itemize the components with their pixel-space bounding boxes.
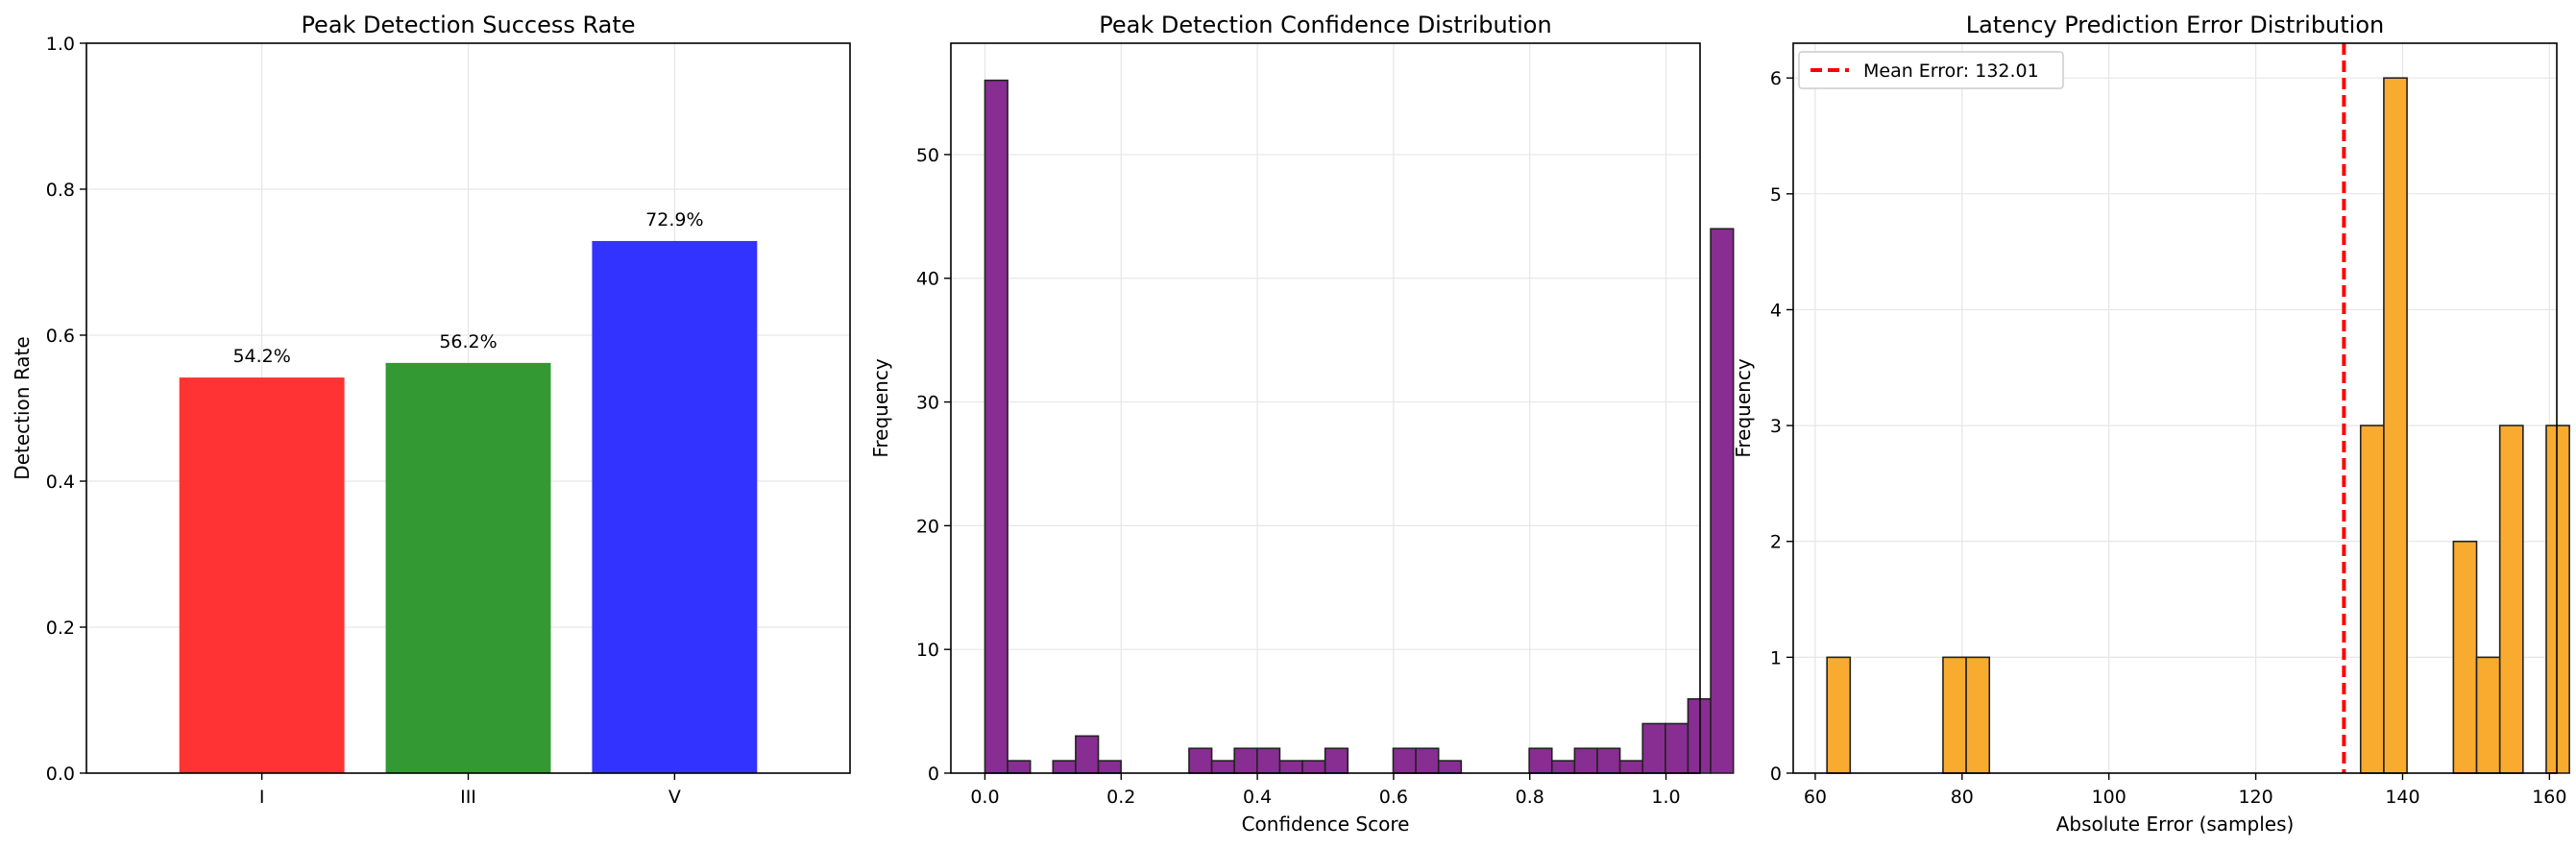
x-tick-label: 140	[2385, 787, 2419, 808]
y-tick-label: 1	[1770, 647, 1782, 668]
histogram-bar	[1075, 735, 1100, 774]
y-tick-label: 30	[916, 393, 939, 414]
x-tick-label: III	[460, 787, 476, 808]
histogram-bar	[1550, 760, 1576, 774]
ticks: 0.00.20.40.60.81.0I III V	[46, 34, 681, 808]
y-tick-label: 20	[916, 516, 939, 537]
histogram-bar	[1301, 760, 1326, 774]
legend-label: Mean Error: 132.01	[1863, 61, 2039, 82]
legend-box	[1798, 51, 2064, 89]
x-tick-label: 0.6	[1379, 787, 1408, 808]
x-tick-label: 60	[1804, 787, 1827, 808]
histogram-bar	[1233, 747, 1258, 774]
y-tick-label: 10	[916, 640, 939, 661]
y-tick-label: 0.4	[46, 472, 75, 493]
x-tick-label: V	[668, 787, 681, 808]
histogram-bar	[1392, 747, 1417, 774]
confidence-histogram: 0 10 20 30 40 50 0.0 0.2 0.4 0.6 0.8 1.0 Peak Detec…	[869, 12, 1735, 836]
y-tick-label: 0	[1770, 764, 1782, 785]
chart-title: Peak Detection Confidence Distribution	[1099, 12, 1551, 38]
y-axis-label: Frequency	[1732, 358, 1755, 457]
histogram-bar	[1665, 722, 1689, 774]
histogram-bar	[1641, 722, 1666, 774]
y-tick-label: 40	[916, 269, 939, 290]
histogram-bar	[1324, 747, 1349, 774]
plot-frame	[1792, 42, 2558, 774]
histogram-bar	[1256, 747, 1281, 774]
x-tick-label: 1.0	[1651, 787, 1680, 808]
histogram-bar	[1573, 747, 1598, 774]
chart-title: Peak Detection Success Rate	[301, 12, 635, 38]
bar	[592, 240, 758, 773]
histogram-bar	[2383, 77, 2408, 774]
plot-background	[1793, 43, 2557, 773]
plot-frame	[950, 42, 1701, 774]
histogram-bar	[2452, 540, 2478, 774]
plot-background	[951, 43, 1700, 773]
success-rate-chart: 54.2%56.2%72.9% 0.00.20.40.60.81.0I III V …	[11, 12, 851, 808]
x-axis-label: Absolute Error (samples)	[2056, 813, 2295, 836]
chart-title: Latency Prediction Error Distribution	[1966, 12, 2385, 38]
y-tick-label: 6	[1770, 68, 1782, 89]
bar-value-label: 54.2%	[232, 346, 290, 367]
y-tick-label: 0	[928, 764, 939, 785]
x-tick-label: 120	[2238, 787, 2272, 808]
y-tick-label: 2	[1770, 532, 1782, 553]
histogram-bar	[1007, 760, 1032, 774]
x-tick-label: 0.4	[1243, 787, 1272, 808]
y-tick-label: 1.0	[46, 34, 75, 55]
y-axis-label: Frequency	[869, 358, 892, 457]
y-tick-label: 0.6	[46, 326, 75, 347]
x-tick-label: 160	[2532, 787, 2566, 808]
x-axis-label: Confidence Score	[1242, 813, 1410, 836]
histogram-bar	[1826, 656, 1852, 774]
histogram-bar	[1942, 656, 1967, 774]
histogram-bar	[1210, 760, 1235, 774]
histogram-bar	[1618, 760, 1644, 774]
y-tick-label: 0.2	[46, 618, 75, 639]
ticks: 0 10 20 30 40 50 0.0 0.2 0.4 0.6 0.8 1.0	[916, 145, 1681, 808]
histogram-bar	[2545, 424, 2570, 774]
histogram-bar	[1710, 228, 1735, 774]
histogram-bar	[1965, 656, 1991, 774]
y-tick-label: 0.8	[46, 180, 75, 201]
histogram-bar	[1188, 747, 1213, 774]
histogram-bar	[1278, 760, 1303, 774]
y-tick-label: 50	[916, 145, 939, 166]
bar-value-label: 56.2%	[439, 331, 497, 352]
x-tick-label: 0.2	[1106, 787, 1135, 808]
histogram-bar	[2498, 424, 2524, 774]
histogram-bar	[1415, 747, 1440, 774]
y-tick-label: 0.0	[46, 764, 75, 785]
bars: 54.2% 56.2% 72.9%	[179, 209, 758, 773]
x-tick-label: 0.8	[1516, 787, 1544, 808]
x-tick-label: 0.0	[970, 787, 999, 808]
histogram-bars	[984, 79, 1735, 774]
histogram-bar	[1052, 760, 1077, 774]
bar	[179, 377, 345, 773]
y-tick-label: 3	[1770, 416, 1782, 437]
bar	[385, 362, 551, 773]
plot-frame	[85, 42, 851, 774]
x-tick-label: 80	[1951, 787, 1974, 808]
y-axis-label: Detection Rate	[11, 336, 34, 479]
histogram-bar	[2475, 656, 2501, 774]
y-tick-label: 5	[1770, 184, 1782, 206]
histogram-bar	[1528, 747, 1553, 774]
x-tick-label: 100	[2092, 787, 2126, 808]
ticks: 0 1 2 3 4 5 6 60 80 100 120 140 160	[1770, 68, 2567, 808]
y-tick-label: 4	[1770, 300, 1782, 321]
histogram-bar	[1596, 747, 1621, 774]
histogram-bar	[984, 79, 1009, 774]
histogram-bar	[1437, 760, 1463, 774]
histogram-bar	[1097, 760, 1122, 774]
latency-error-histogram: 0 1 2 3 4 5 6 60 80 100 120 140 160 Mean Error: 132.…	[1732, 12, 2570, 836]
bar-value-label: 72.9%	[645, 209, 703, 230]
histogram-bar	[2359, 424, 2385, 774]
legend: Mean Error: 132.01	[1798, 51, 2064, 89]
x-tick-label: I	[259, 787, 265, 808]
